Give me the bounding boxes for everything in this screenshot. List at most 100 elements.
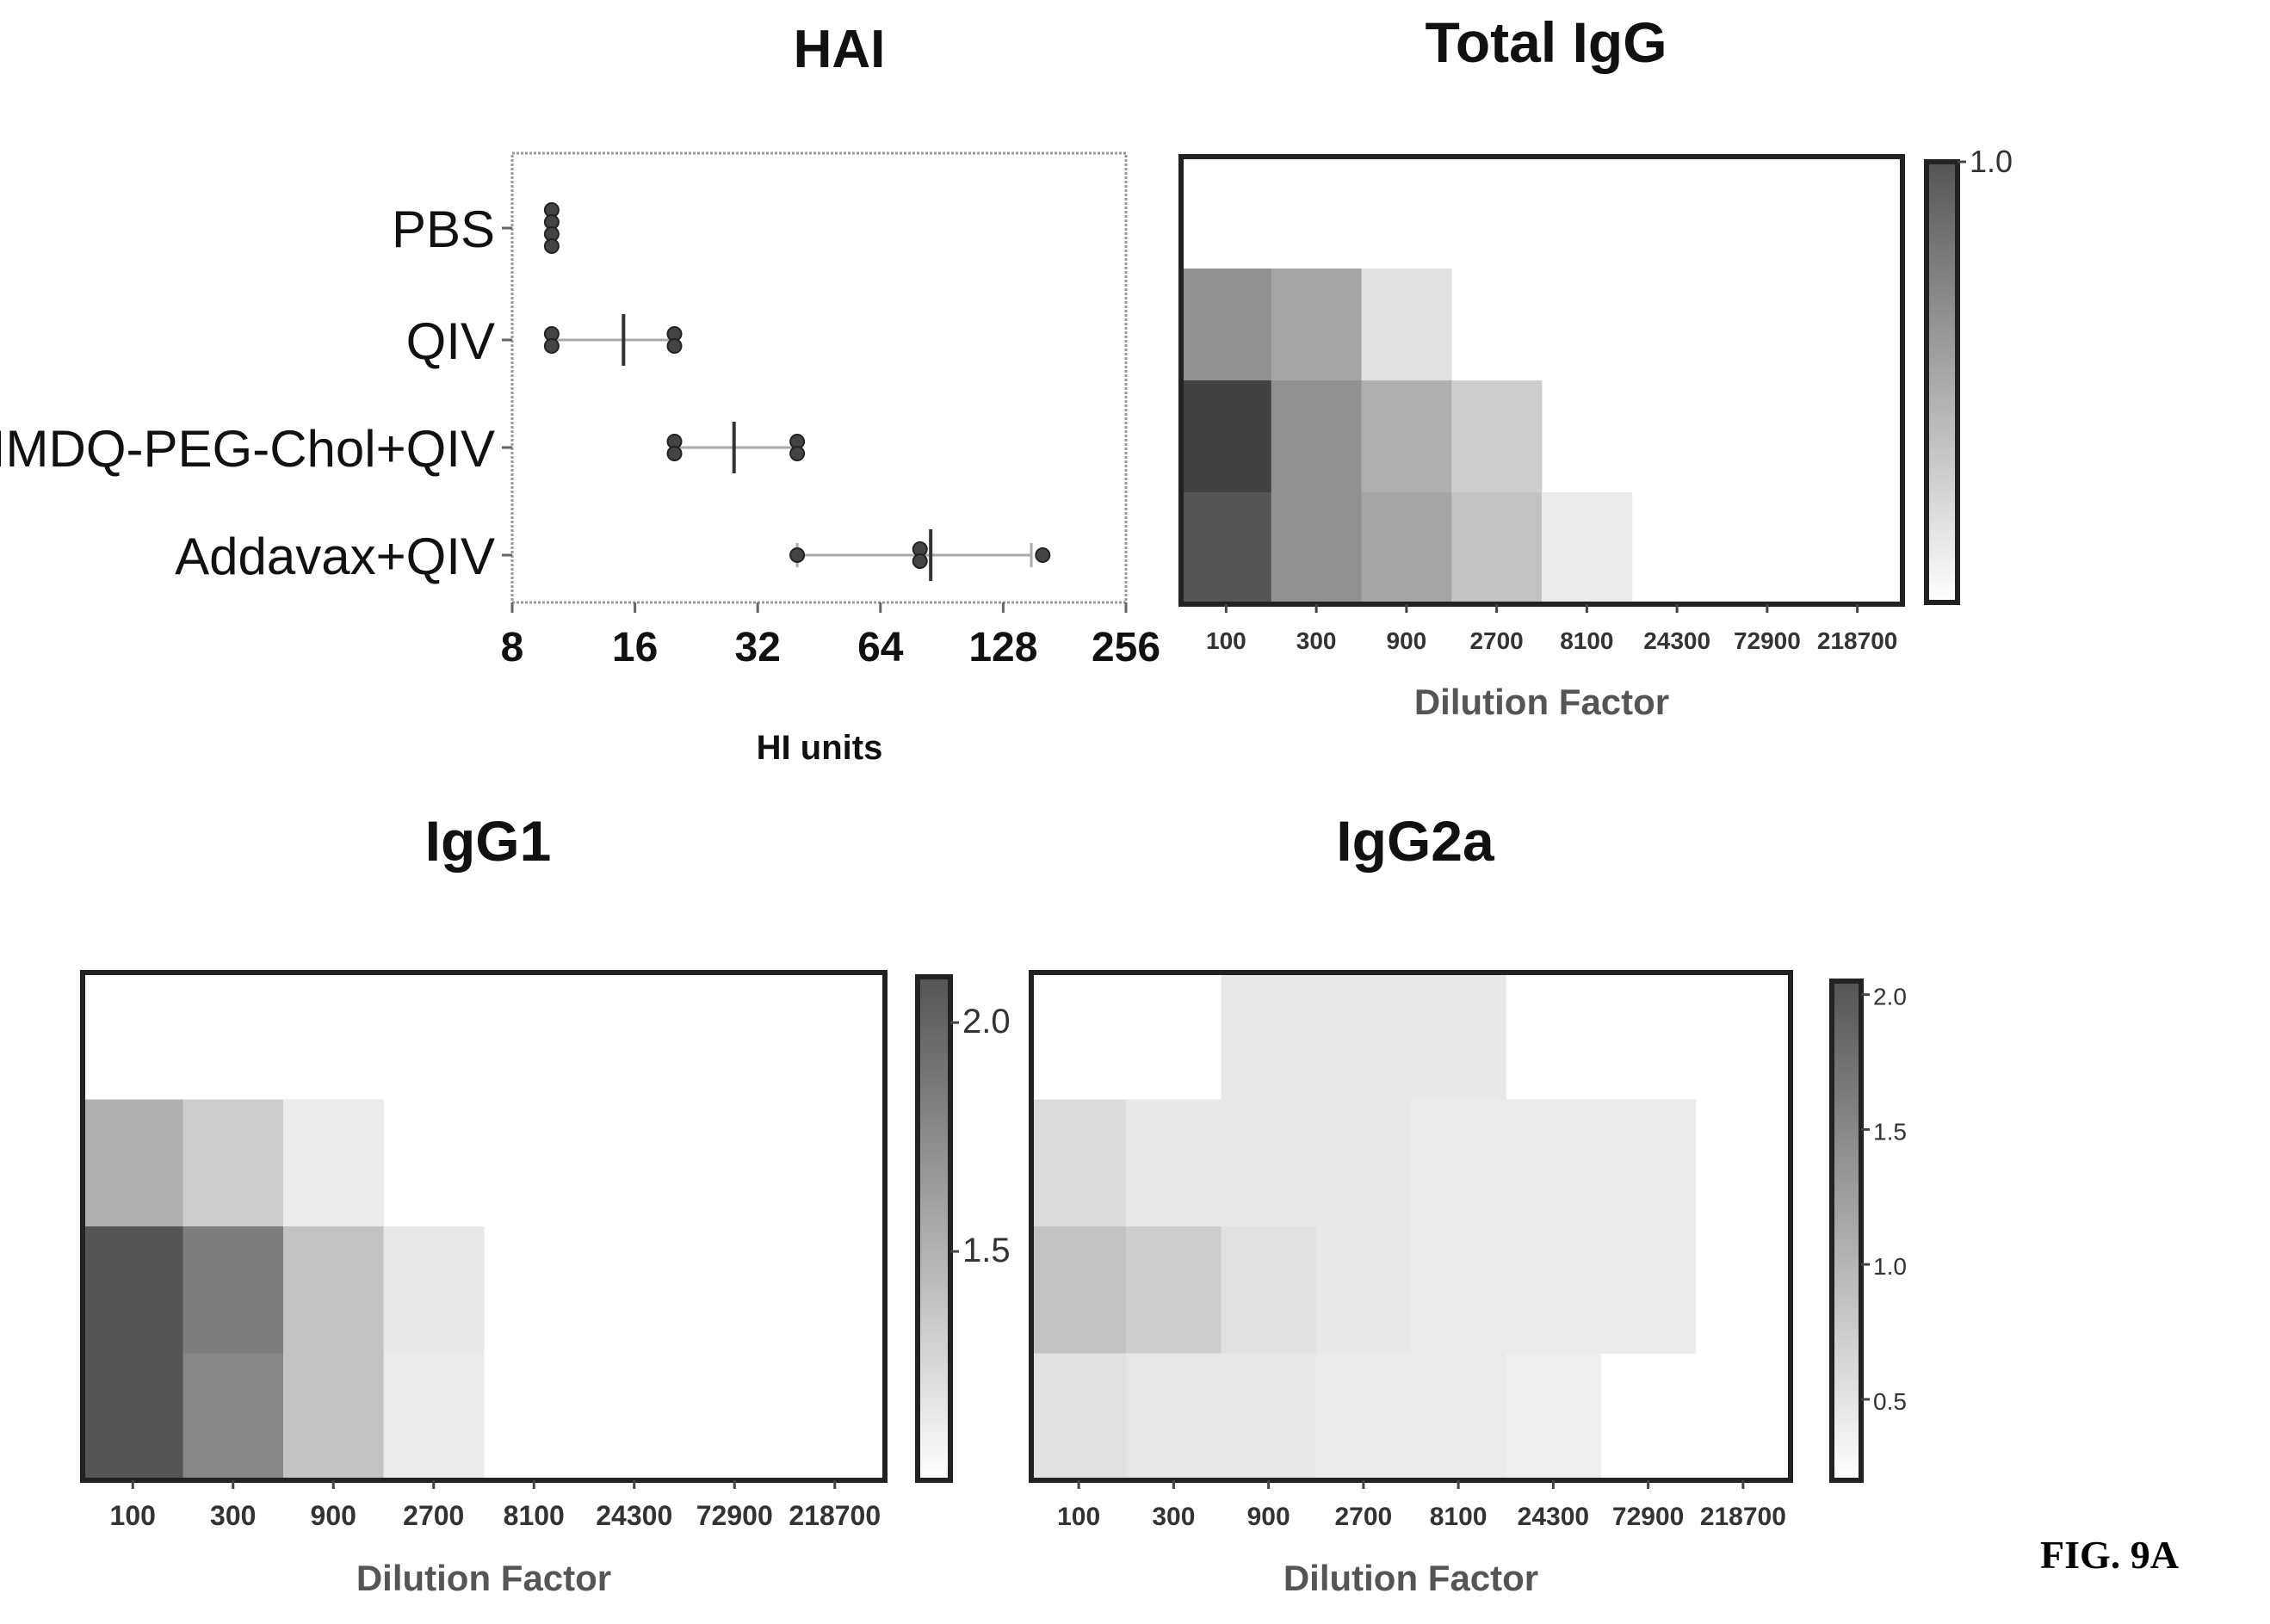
heatmap-cell — [182, 1099, 284, 1227]
heatmap-cell — [1221, 973, 1317, 1100]
colorbar — [1829, 979, 1864, 1483]
colorbar — [1924, 159, 1960, 605]
x-tick-label: 218700 — [789, 1500, 881, 1531]
heatmap-cell — [383, 1353, 485, 1481]
heatmap-cell — [1221, 1099, 1317, 1227]
x-tick-label: 900 — [311, 1500, 356, 1531]
heatmap-cell — [1542, 492, 1633, 605]
heatmap-cell — [1411, 1226, 1506, 1354]
x-tick-label: 128 — [968, 625, 1037, 670]
data-point — [543, 238, 560, 254]
heatmap-cell — [1221, 1226, 1317, 1354]
heatmap-cell — [1271, 492, 1362, 605]
x-tick-label: 100 — [110, 1500, 156, 1531]
heatmap-cell — [1361, 492, 1452, 605]
x-axis-label: Dilution Factor — [1414, 682, 1669, 722]
data-point — [666, 338, 683, 354]
x-tick-label: 24300 — [1643, 627, 1710, 654]
figure-label: FIG. 9A — [2040, 1533, 2179, 1577]
heatmap-cell — [1271, 269, 1362, 381]
heatmap-cell — [1315, 1226, 1412, 1354]
x-tick-label: 72900 — [1734, 627, 1801, 654]
colorbar-tick-label: 2.0 — [1873, 984, 1907, 1010]
heatmap-cell — [1315, 1353, 1412, 1481]
data-point — [543, 338, 560, 354]
chart-title: IgG2a — [1336, 809, 1495, 873]
heatmap-cell — [1126, 1226, 1222, 1354]
heatmap-cell — [1600, 1099, 1697, 1227]
heatmap-cell — [383, 1226, 485, 1354]
x-tick-label: 2700 — [1469, 627, 1523, 654]
heatmap-cell — [283, 1099, 384, 1227]
x-tick-label: 300 — [1152, 1503, 1195, 1531]
x-tick-label: 8100 — [1430, 1503, 1488, 1531]
heatmap-cell — [1506, 1099, 1601, 1227]
x-tick-label: 900 — [1247, 1503, 1290, 1531]
plot-frame — [1029, 970, 1793, 1483]
heatmap-cell — [1031, 1226, 1127, 1354]
x-tick-label: 300 — [1296, 627, 1337, 654]
heatmap-cell — [182, 1353, 284, 1481]
x-tick-label: 2700 — [1335, 1503, 1393, 1531]
heatmap-cell — [1181, 380, 1272, 493]
heatmap-cell — [1031, 1099, 1127, 1227]
x-tick-label: 32 — [735, 625, 781, 670]
heatmap-cell — [1600, 1226, 1697, 1354]
x-tick-label: 100 — [1057, 1503, 1100, 1531]
x-tick-label: 64 — [857, 625, 904, 670]
x-tick-label: 24300 — [1518, 1503, 1589, 1531]
heatmap-cell — [283, 1226, 384, 1354]
x-tick-label: 8100 — [504, 1500, 565, 1531]
colorbar-tick-label: 1.0 — [1873, 1253, 1907, 1280]
x-tick-label: 24300 — [596, 1500, 672, 1531]
heatmap-cell — [1315, 973, 1412, 1100]
x-tick-label: 100 — [1206, 627, 1246, 654]
data-point — [666, 446, 683, 461]
heatmap-cell — [1126, 1099, 1222, 1227]
heatmap-cell — [1506, 1226, 1601, 1354]
heatmap-cell — [83, 1226, 183, 1354]
heatmap-cell — [1411, 973, 1506, 1100]
heatmap-cell — [1361, 380, 1452, 493]
x-tick-label: 8100 — [1560, 627, 1613, 654]
heatmap-cell — [1181, 269, 1272, 381]
heatmap-cell — [1181, 492, 1272, 605]
heatmap-cell — [1315, 1099, 1412, 1227]
data-point — [912, 553, 928, 569]
heatmap-cell — [83, 1099, 183, 1227]
y-tick-label: PBS — [392, 201, 495, 258]
heatmap-cell — [83, 1353, 183, 1481]
heatmap-cell — [1361, 269, 1452, 381]
heatmap-cell — [1126, 1353, 1222, 1481]
x-tick-label: 900 — [1387, 627, 1427, 654]
x-tick-label: 218700 — [1700, 1503, 1786, 1531]
y-tick-label: IMDQ-PEG-Chol+QIV — [0, 420, 495, 478]
colorbar — [915, 974, 953, 1483]
x-tick-label: 16 — [612, 625, 658, 670]
x-tick-label: 72900 — [696, 1500, 773, 1531]
heatmap-cell — [1451, 492, 1543, 605]
x-tick-label: 218700 — [1817, 627, 1897, 654]
heatmap-cell — [1451, 380, 1543, 493]
heatmap-cell — [1506, 1353, 1601, 1481]
x-tick-label: 72900 — [1612, 1503, 1684, 1531]
chart-title: Total IgG — [1425, 10, 1667, 74]
x-axis-label: HI units — [757, 729, 883, 767]
x-tick-label: 2700 — [403, 1500, 464, 1531]
x-tick-label: 256 — [1092, 625, 1160, 670]
heatmap-cell — [283, 1353, 384, 1481]
x-tick-label: 8 — [501, 625, 524, 670]
data-point — [1035, 547, 1051, 563]
chart-title: IgG1 — [425, 809, 552, 873]
heatmap-cell — [1221, 1353, 1317, 1481]
heatmap-cell — [1271, 380, 1362, 493]
heatmap-cell — [1031, 1353, 1127, 1481]
colorbar-tick-label: 2.0 — [962, 1003, 1011, 1040]
y-tick-label: QIV — [406, 312, 495, 370]
plot-frame — [80, 970, 888, 1483]
heatmap-cell — [1411, 1099, 1506, 1227]
colorbar-tick-label: 1.5 — [1873, 1118, 1907, 1145]
data-point — [789, 547, 806, 563]
x-tick-label: 300 — [210, 1500, 256, 1531]
